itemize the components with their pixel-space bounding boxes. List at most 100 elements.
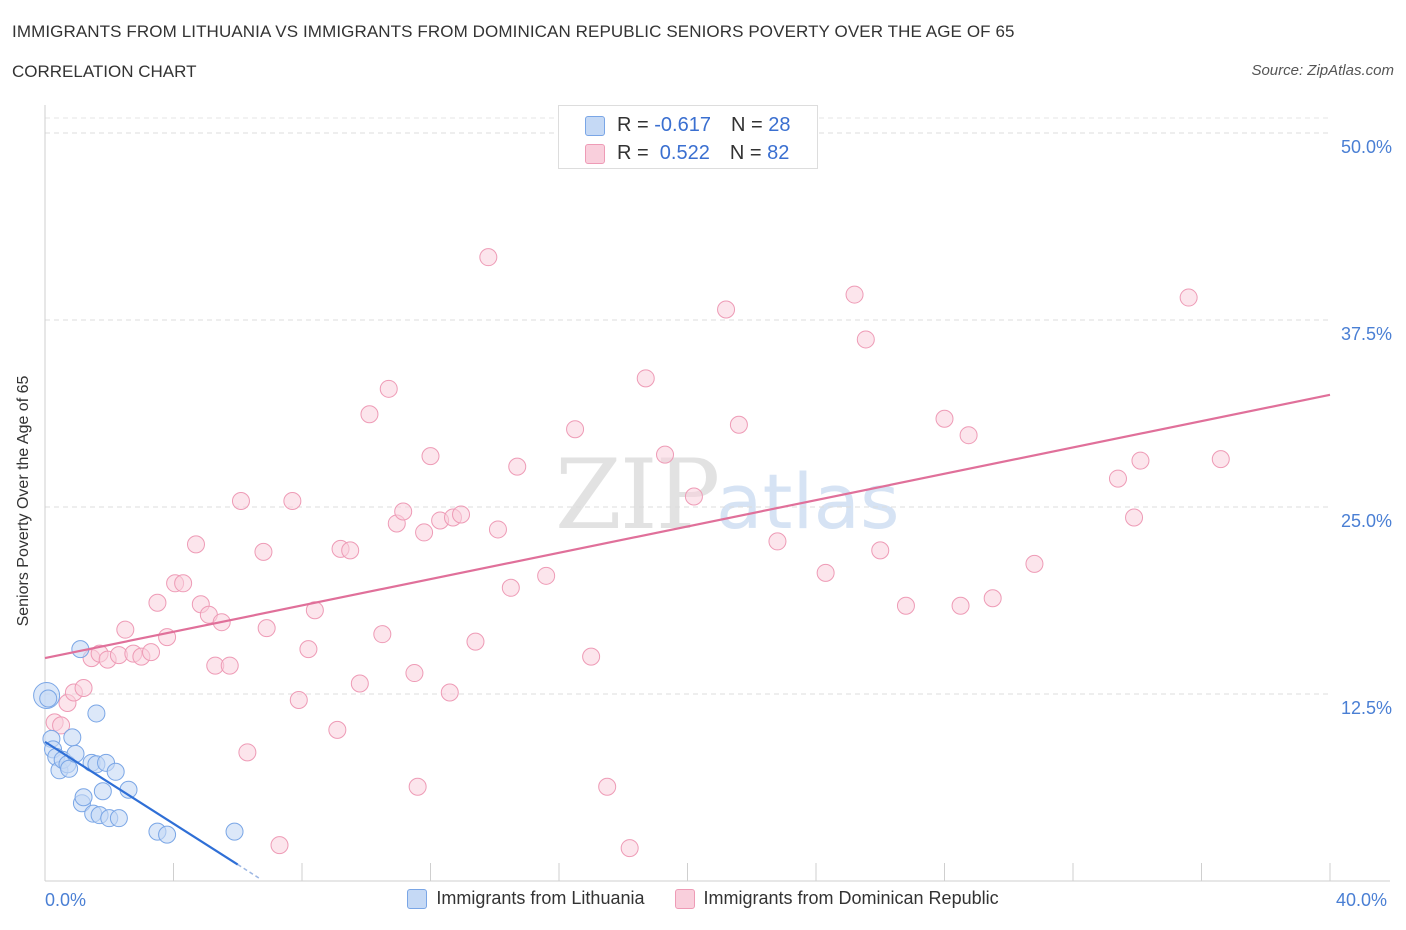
stats-swatch-lithuania	[585, 115, 605, 136]
data-point-dominican	[220, 656, 239, 675]
data-point-lithuania	[63, 728, 82, 747]
data-point-dominican	[283, 492, 302, 511]
data-point-dominican	[856, 330, 875, 349]
legend-label-lithuania: Immigrants from Lithuania	[436, 888, 645, 908]
y-tick-label: 50.0%	[1341, 137, 1392, 157]
data-point-dominican	[379, 379, 398, 398]
data-point-lithuania	[39, 689, 58, 708]
data-point-dominican	[717, 300, 736, 319]
data-point-dominican	[845, 285, 864, 304]
data-point-dominican	[289, 690, 308, 709]
y-tick-labels: 12.5% 25.0% 37.5% 50.0%	[1341, 137, 1392, 718]
stats-row-lithuania: R = -0.617 N = 28	[585, 114, 790, 137]
data-point-dominican	[415, 523, 434, 542]
data-point-dominican	[116, 620, 135, 639]
data-point-dominican	[582, 647, 601, 666]
stats-n-value: 82	[767, 142, 790, 164]
data-point-lithuania	[87, 704, 106, 723]
data-point-lithuania	[106, 762, 125, 781]
trend-line-lithuania-extension	[237, 863, 261, 880]
data-point-dominican	[656, 445, 675, 464]
legend-item-lithuania[interactable]: Immigrants from Lithuania	[407, 888, 645, 909]
y-tick-label: 25.0%	[1341, 511, 1392, 531]
data-point-dominican	[74, 679, 93, 698]
data-point-dominican	[148, 593, 167, 612]
data-point-dominican	[935, 409, 954, 428]
legend-swatch-dominican	[674, 888, 695, 909]
data-point-dominican	[896, 596, 915, 615]
legend-swatch-lithuania	[407, 888, 428, 909]
stats-n-label: N =	[729, 142, 762, 164]
data-point-dominican	[729, 415, 748, 434]
data-point-dominican	[620, 839, 639, 858]
data-point-dominican	[299, 640, 318, 659]
data-point-dominican	[373, 625, 392, 644]
y-axis-label: Seniors Poverty Over the Age of 65	[15, 375, 32, 627]
x-max-label: 40.0%	[1336, 890, 1388, 910]
x-min-label: 0.0%	[45, 890, 87, 910]
data-point-dominican	[983, 589, 1002, 608]
stats-r-label: R =	[617, 142, 649, 164]
data-point-dominican	[466, 632, 485, 651]
data-point-dominican	[52, 716, 71, 735]
data-point-dominican	[440, 683, 459, 702]
data-point-dominican	[1108, 469, 1127, 488]
data-point-dominican	[238, 743, 257, 762]
chart-subtitle: CORRELATION CHART	[12, 62, 197, 81]
data-point-dominican	[186, 535, 205, 554]
data-point-dominican	[408, 777, 427, 796]
data-point-dominican	[684, 487, 703, 506]
data-point-dominican	[405, 664, 424, 683]
data-point-lithuania	[74, 788, 93, 807]
stats-r-value: -0.617	[654, 114, 711, 136]
data-point-dominican	[479, 248, 498, 267]
data-point-dominican	[1125, 508, 1144, 527]
data-point-dominican	[360, 405, 379, 424]
data-point-dominican	[566, 420, 585, 439]
data-point-dominican	[1179, 288, 1198, 307]
legend-item-dominican[interactable]: Immigrants from Dominican Republic	[674, 888, 999, 909]
data-point-lithuania	[225, 822, 244, 841]
data-point-dominican	[501, 578, 520, 597]
gridlines	[45, 117, 1330, 695]
data-point-dominican	[452, 505, 471, 524]
data-point-dominican	[341, 541, 360, 560]
data-point-dominican	[421, 447, 440, 466]
data-point-dominican	[598, 777, 617, 796]
legend-label-dominican: Immigrants from Dominican Republic	[703, 888, 999, 908]
data-point-dominican	[270, 836, 289, 855]
data-point-dominican	[636, 369, 655, 388]
data-point-dominican	[254, 542, 273, 561]
stats-r-label: R =	[617, 114, 649, 136]
zipatlas-watermark: ZIP atlas	[555, 439, 900, 551]
data-point-dominican	[1131, 451, 1150, 470]
data-point-dominican	[1025, 554, 1044, 573]
data-point-dominican	[328, 720, 347, 739]
data-point-dominican	[231, 492, 250, 511]
data-point-dominican	[816, 563, 835, 582]
data-point-lithuania	[109, 809, 128, 828]
stats-row-dominican: R = 0.522 N = 82	[585, 142, 789, 165]
y-tick-label: 37.5%	[1341, 324, 1392, 344]
data-point-dominican	[768, 532, 787, 551]
trend-line-lithuania	[44, 740, 239, 866]
trend-lines	[44, 393, 1331, 880]
data-point-lithuania	[158, 825, 177, 844]
data-point-dominican	[142, 643, 161, 662]
data-point-dominican	[257, 619, 276, 638]
stats-r-value: 0.522	[654, 142, 710, 164]
data-point-lithuania	[60, 759, 79, 778]
data-point-dominican	[537, 566, 556, 585]
y-tick-label: 12.5%	[1341, 698, 1392, 718]
lithuania-points	[33, 640, 244, 844]
data-point-dominican	[871, 541, 890, 560]
legend: Immigrants from Lithuania Immigrants fro…	[0, 888, 1406, 909]
data-point-lithuania	[93, 782, 112, 801]
data-point-dominican	[394, 502, 413, 521]
data-point-dominican	[951, 596, 970, 615]
data-point-dominican	[174, 574, 193, 593]
chart-title: IMMIGRANTS FROM LITHUANIA VS IMMIGRANTS …	[12, 22, 1015, 41]
trend-line-dominican	[44, 393, 1331, 660]
stats-n-value: 28	[768, 114, 791, 136]
data-point-dominican	[508, 457, 527, 476]
